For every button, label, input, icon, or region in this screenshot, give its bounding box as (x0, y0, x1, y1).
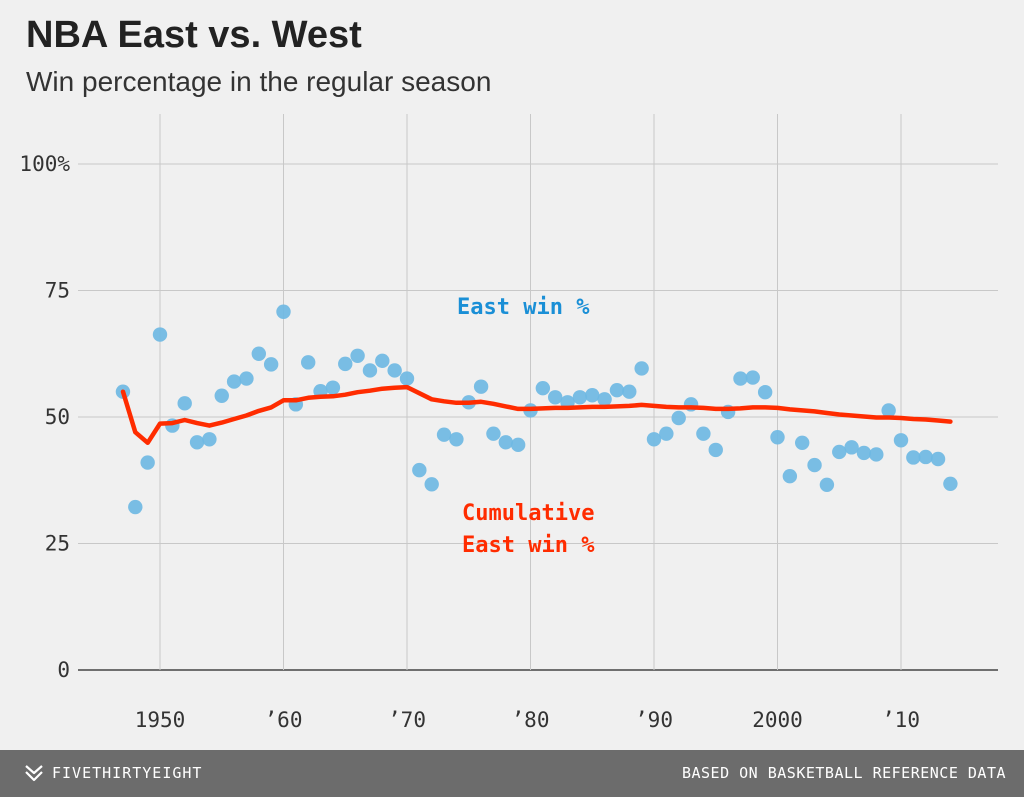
east-point (152, 327, 168, 342)
east-point (609, 382, 625, 398)
east-point (473, 379, 489, 394)
east-point (646, 432, 662, 447)
east-point (338, 356, 353, 372)
east-point (276, 304, 291, 319)
x-tick-label: ’80 (512, 708, 550, 732)
east-point (659, 426, 674, 441)
east-point (943, 476, 958, 491)
x-tick-label: ’90 (635, 708, 673, 732)
east-point (819, 477, 835, 493)
east-point (325, 380, 341, 395)
east-point (597, 392, 612, 407)
east-point (696, 426, 711, 441)
chart-title: NBA East vs. West (26, 14, 362, 56)
east-point (770, 430, 785, 445)
east-point (535, 380, 551, 396)
east-point (449, 432, 464, 447)
east-point (510, 437, 526, 453)
y-tick-label: 100% (19, 152, 70, 176)
east-point (301, 355, 316, 370)
east-point (622, 384, 637, 399)
x-tick-label: ’10 (882, 708, 920, 732)
cumulative-label-line2: East win % (462, 533, 595, 558)
x-tick-label: 2000 (752, 708, 803, 732)
cumulative-label-line1: Cumulative (462, 501, 594, 526)
east-point (585, 388, 600, 403)
chart-subtitle: Win percentage in the regular season (26, 66, 492, 97)
east-point (634, 361, 649, 376)
y-tick-label: 25 (45, 532, 70, 556)
x-axis-ticks: 1950 ’60 ’70 ’80 ’90 2000 ’10 (135, 708, 920, 732)
east-point (844, 440, 859, 455)
east-point (436, 427, 452, 442)
footer-brand: FIVETHIRTYEIGHT (52, 764, 203, 782)
cumulative-line-group (120, 384, 953, 446)
east-point (412, 462, 427, 478)
east-point (745, 370, 760, 385)
east-point (930, 451, 946, 467)
footer-bar: FIVETHIRTYEIGHT BASED ON BASKETBALL REFE… (0, 750, 1024, 797)
east-point (498, 435, 513, 450)
east-point (399, 371, 415, 386)
x-tick-label: ’60 (265, 708, 303, 732)
east-point (881, 403, 896, 418)
east-point (869, 447, 884, 462)
east-point (263, 357, 279, 372)
east-point (239, 371, 254, 386)
east-point (189, 435, 205, 450)
east-point (486, 426, 501, 441)
footer-source: BASED ON BASKETBALL REFERENCE DATA (681, 764, 1006, 782)
chart-area: 1950 ’60 ’70 ’80 ’90 2000 ’10 0 25 50 75 100% East… (19, 114, 998, 732)
east-point (757, 385, 773, 400)
east-points (115, 304, 958, 515)
east-point (177, 396, 192, 411)
grid (78, 114, 998, 671)
fivethirtyeight-logo-icon (24, 763, 44, 787)
east-point (387, 363, 402, 378)
y-axis-ticks: 0 25 50 75 100% (19, 152, 70, 682)
east-point (856, 445, 872, 461)
east-point (807, 457, 822, 473)
east-point (572, 390, 588, 405)
east-point (671, 410, 686, 426)
y-tick-label: 0 (57, 658, 70, 682)
east-point (128, 499, 143, 515)
east-point (548, 390, 563, 405)
east-point (350, 348, 365, 363)
east-point (795, 435, 810, 451)
east-point (140, 455, 155, 470)
east-label: East win % (457, 295, 590, 320)
east-point (424, 477, 439, 492)
east-point (782, 469, 798, 484)
east-point (893, 433, 909, 448)
east-point (906, 450, 921, 465)
y-tick-label: 75 (45, 279, 70, 303)
east-point (918, 449, 933, 465)
east-point (251, 346, 266, 361)
east-point (214, 388, 229, 403)
east-point (832, 444, 847, 460)
east-point (362, 363, 378, 378)
cumulative-line (120, 384, 953, 446)
east-point (226, 374, 242, 389)
east-point (733, 371, 748, 386)
x-tick-label: ’70 (388, 708, 426, 732)
y-tick-label: 50 (45, 405, 70, 429)
east-point (708, 442, 723, 458)
east-point (375, 353, 390, 369)
east-point (202, 432, 217, 447)
x-tick-label: 1950 (135, 708, 186, 732)
